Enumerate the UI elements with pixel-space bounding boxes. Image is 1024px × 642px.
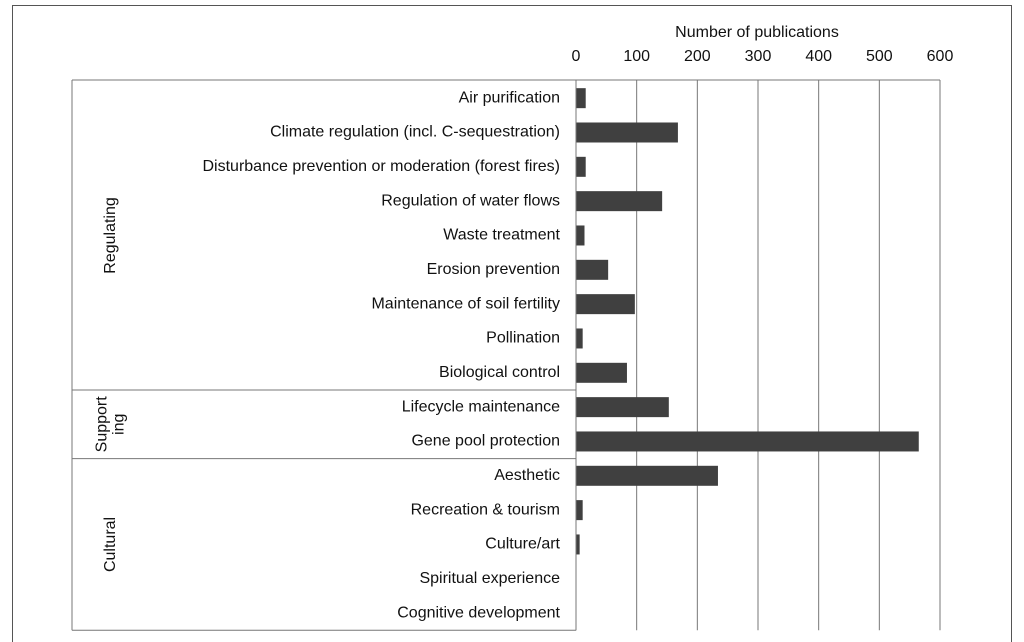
category-label: Aesthetic <box>494 467 560 484</box>
category-label: Gene pool protection <box>411 433 560 450</box>
category-label: Cognitive development <box>397 604 560 621</box>
bar <box>576 156 586 177</box>
category-label: Air purification <box>459 89 560 106</box>
category-label: Lifecycle maintenance <box>402 398 560 415</box>
category-label: Maintenance of soil fertility <box>371 295 560 312</box>
x-tick-label: 100 <box>623 48 650 65</box>
group-label: Support <box>94 396 111 453</box>
bar <box>576 328 583 349</box>
category-label: Biological control <box>439 364 560 381</box>
bar <box>576 431 919 452</box>
category-label: Spiritual experience <box>419 570 560 587</box>
bar <box>576 88 586 109</box>
category-label: Recreation & tourism <box>411 501 560 518</box>
category-label: Disturbance prevention or moderation (fo… <box>203 158 561 175</box>
x-tick-label: 400 <box>805 48 832 65</box>
group-label: Regulating <box>102 197 119 273</box>
bar <box>576 294 635 315</box>
bar <box>576 259 609 280</box>
category-label: Pollination <box>486 330 560 347</box>
frame <box>12 5 1012 642</box>
bar <box>576 122 678 143</box>
bar <box>576 225 585 246</box>
axis-title: Number of publications <box>675 24 839 41</box>
category-label: Waste treatment <box>443 227 560 244</box>
bar <box>576 500 583 521</box>
group-label: Cultural <box>102 517 119 572</box>
category-label: Climate regulation (incl. C-sequestratio… <box>270 124 560 141</box>
x-tick-label: 300 <box>745 48 772 65</box>
bar <box>576 362 627 383</box>
x-tick-label: 600 <box>927 48 954 65</box>
x-tick-label: 200 <box>684 48 711 65</box>
category-label: Regulation of water flows <box>381 192 560 209</box>
bar <box>576 191 663 212</box>
category-label: Culture/art <box>485 536 560 553</box>
group-label: ing <box>111 414 128 435</box>
x-tick-label: 500 <box>866 48 893 65</box>
bar <box>576 534 580 555</box>
bar <box>576 465 718 486</box>
category-label: Erosion prevention <box>427 261 560 278</box>
bar <box>576 397 669 418</box>
x-tick-label: 0 <box>572 48 581 65</box>
